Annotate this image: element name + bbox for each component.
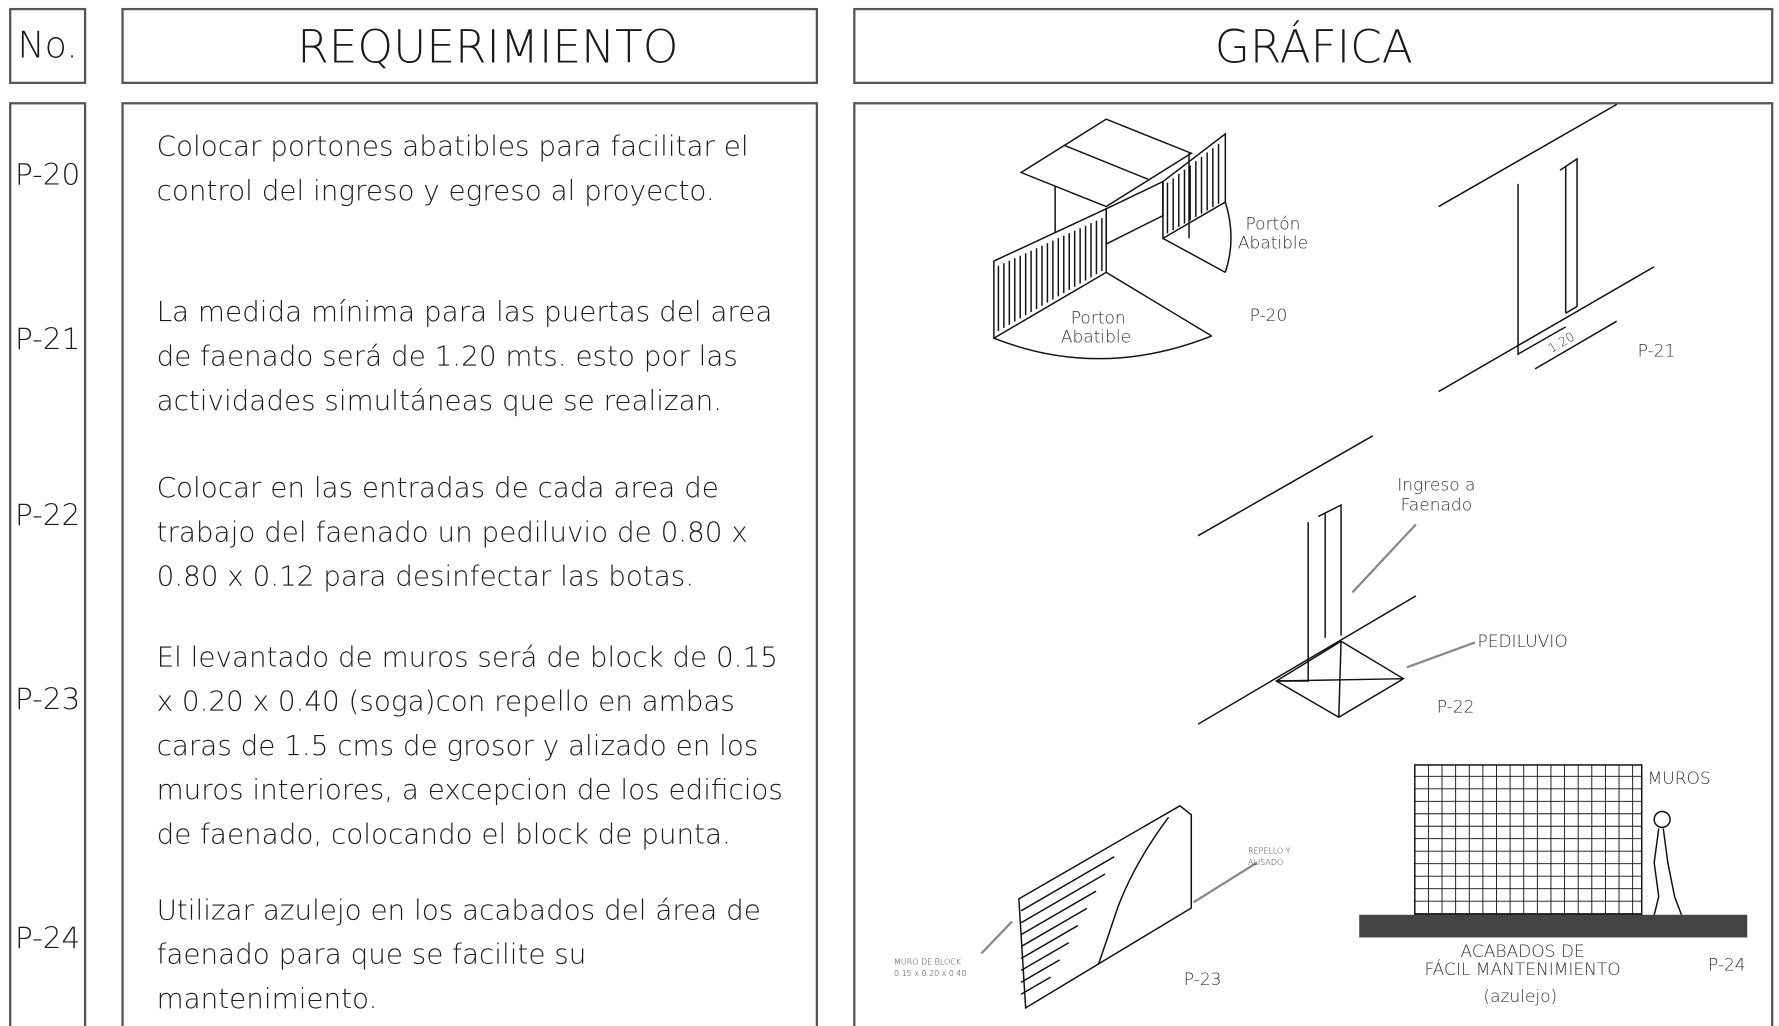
p23-wall-label: MURO DE BLOCK bbox=[894, 958, 962, 967]
p23-plaster-label: REPELLO Y bbox=[1248, 846, 1291, 855]
requirement-text: caras de 1.5 cms de grosor y alizado en … bbox=[157, 729, 759, 762]
requirement-header: REQUERIMIENTO bbox=[297, 20, 678, 73]
p24-drawing: MUROS ACABADOS DE FÁCIL MANTENIMIENTO (a… bbox=[1359, 764, 1748, 1007]
p22-entry-label: Ingreso a bbox=[1397, 475, 1475, 495]
row-code: P-24 bbox=[15, 921, 80, 955]
p20-gate-label-2: Porton bbox=[1071, 308, 1126, 328]
requirement-text: El levantado de muros será de block de 0… bbox=[157, 640, 778, 673]
brick-joint bbox=[1020, 942, 1070, 972]
p24-finish-label: ACABADOS DE bbox=[1460, 942, 1584, 962]
p20-drawing: Portón Abatible Porton Abatible P-20 bbox=[993, 118, 1308, 360]
requirement-text: de faenado será de 1.20 mts. esto por la… bbox=[157, 340, 738, 373]
p20-gate-label: Abatible bbox=[1238, 234, 1308, 254]
p23-code: P-23 bbox=[1184, 970, 1222, 990]
p22-footbath-label: PEDILUVIO bbox=[1477, 632, 1567, 652]
requirement-text: 0.80 x 0.12 para desinfectar las botas. bbox=[157, 560, 695, 593]
requirement-text: Colocar en las entradas de cada area de bbox=[157, 471, 719, 504]
brick-joint bbox=[1020, 890, 1097, 936]
requirement-text: faenado para que se facilite su bbox=[157, 938, 587, 971]
requirement-text: actividades simultáneas que se realizan. bbox=[157, 384, 722, 417]
p23-drawing: REPELLO Y ALISADO MURO DE BLOCK 0.15 x 0… bbox=[894, 804, 1291, 1010]
graphic-column bbox=[853, 102, 1774, 1026]
row-code: P-23 bbox=[15, 682, 80, 716]
requirement-text: control del ingreso y egreso al proyecto… bbox=[157, 174, 715, 207]
p23-wall-label: 0.15 x 0.20 x 0.40 bbox=[894, 969, 967, 978]
row-code: P-22 bbox=[15, 498, 80, 532]
p22-code: P-22 bbox=[1437, 698, 1475, 718]
p21-drawing: 1.20 P-21 bbox=[1438, 103, 1676, 393]
p24-finish-label: FÁCIL MANTENIMIENTO bbox=[1424, 958, 1620, 980]
p20-code: P-20 bbox=[1250, 306, 1288, 326]
row-code: P-20 bbox=[15, 157, 80, 191]
p22-entry-label: Faenado bbox=[1401, 496, 1473, 516]
brick-joint bbox=[1020, 907, 1088, 948]
requirement-text: mantenimiento. bbox=[157, 982, 378, 1015]
p22-drawing: Ingreso a Faenado PEDILUVIO P-22 bbox=[1197, 435, 1568, 725]
requirement-text: x 0.20 x 0.40 (soga)con repello en ambas bbox=[157, 685, 735, 718]
requirement-column bbox=[121, 102, 819, 1026]
requirement-text: Utilizar azulejo en los acabados del áre… bbox=[157, 893, 761, 926]
requirement-header-box bbox=[121, 7, 819, 84]
graphic-header-box bbox=[853, 7, 1774, 84]
requirement-text: trabajo del faenado un pediluvio de 0.80… bbox=[157, 515, 748, 548]
brick-joint bbox=[1020, 924, 1079, 960]
requirement-text: de faenado, colocando el block de punta. bbox=[157, 817, 731, 850]
brick-joint bbox=[1020, 959, 1061, 983]
p24-code: P-24 bbox=[1708, 955, 1746, 975]
brick-joint bbox=[1020, 856, 1115, 912]
p21-dimension: 1.20 bbox=[1545, 329, 1577, 356]
p24-tile-label: (azulejo) bbox=[1483, 987, 1557, 1007]
row-code: P-21 bbox=[15, 322, 80, 356]
requirement-text: Colocar portones abatibles para facilita… bbox=[157, 130, 749, 163]
number-header-box bbox=[9, 7, 87, 84]
rows: P-20 Colocar portones abatibles para faci… bbox=[15, 130, 783, 1015]
brick-joint bbox=[1020, 976, 1051, 995]
p21-code: P-21 bbox=[1638, 341, 1676, 361]
brick-joint bbox=[1020, 873, 1106, 924]
requirement-text: La medida mínima para las puertas del ar… bbox=[157, 295, 773, 328]
graphic-header: GRÁFICA bbox=[1215, 19, 1413, 73]
p20-gate-label-2: Abatible bbox=[1061, 328, 1131, 348]
number-header: No. bbox=[18, 24, 78, 67]
requirement-text: muros interiores, a excepcion de los edi… bbox=[157, 773, 783, 806]
p24-walls-label: MUROS bbox=[1648, 769, 1711, 789]
number-column bbox=[9, 102, 87, 1026]
p20-gate-label: Portón bbox=[1246, 214, 1301, 234]
p23-plaster-label: ALISADO bbox=[1248, 858, 1283, 867]
